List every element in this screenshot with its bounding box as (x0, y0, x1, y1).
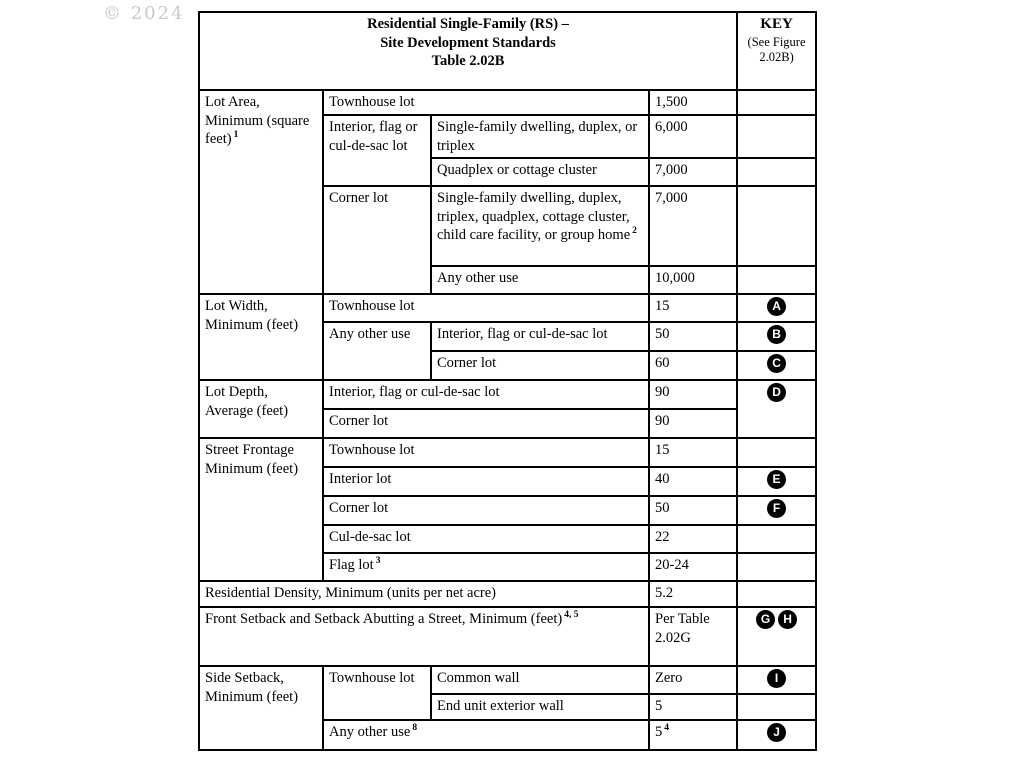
cell-lot-area-interior-flag: Interior, flag or cul-de-sac lot (322, 113, 432, 188)
key-title: KEY (760, 16, 793, 32)
key-cell-c: C (736, 350, 818, 382)
row-label-front-setback: Front Setback and Setback Abutting a Str… (198, 606, 650, 668)
key-badge-c: C (767, 354, 787, 374)
key-cell-empty (736, 693, 818, 722)
cell-lot-area-interior-dwelling: Single-family dwelling, duplex, or tripl… (430, 113, 650, 160)
table-title-line3: Table 2.02B (431, 53, 505, 70)
value-lot-width-interior: 50 (647, 321, 739, 353)
key-cell-empty (736, 524, 818, 555)
key-badge-j: J (767, 723, 787, 743)
key-cell-j: J (736, 719, 818, 752)
value-side-setback-end-unit: 5 (647, 693, 739, 722)
cell-side-setback-end-unit: End unit exterior wall (430, 693, 650, 722)
key-cell-empty (736, 552, 818, 583)
value-frontage-townhouse: 15 (647, 437, 739, 469)
footnote-4-5: 4, 5 (564, 610, 579, 621)
key-badge-h: H (778, 610, 798, 630)
value-lot-width-corner: 60 (647, 350, 739, 382)
flag-lot-label: Flag lot (329, 557, 374, 574)
cell-side-setback-any-other: Any other use 8 (322, 719, 650, 752)
value-frontage-cul-de-sac: 22 (647, 524, 739, 555)
cell-lot-area-corner: Corner lot (322, 185, 432, 296)
cell-lot-width-any-other: Any other use (322, 321, 432, 382)
cell-frontage-corner: Corner lot (322, 495, 650, 527)
cell-lot-width-corner: Corner lot (430, 350, 650, 382)
value-residential-density: 5.2 (647, 580, 739, 609)
row-label-lot-area: Lot Area, Minimum (square feet) 1 (198, 88, 324, 296)
value-front-setback: Per Table 2.02G (647, 606, 739, 668)
key-cell-b: B (736, 321, 818, 353)
key-cell-empty (736, 265, 818, 296)
copyright-watermark: © 2024 (103, 3, 185, 24)
value-lot-depth-corner: 90 (647, 408, 739, 440)
key-cell-i: I (736, 665, 818, 696)
footnote-1: 1 (233, 130, 239, 141)
any-other-use-value: 5 (655, 724, 663, 741)
key-cell-empty (736, 437, 818, 469)
footnote-3: 3 (375, 556, 381, 567)
cell-lot-area-quadplex: Quadplex or cottage cluster (430, 157, 650, 188)
key-badge-g: G (756, 610, 776, 630)
value-lot-width-townhouse: 15 (647, 293, 739, 324)
cell-frontage-flag: Flag lot 3 (322, 552, 650, 583)
table-title-line1: Residential Single-Family (RS) – (367, 16, 569, 32)
cell-frontage-townhouse: Townhouse lot (322, 437, 650, 469)
value-lot-area-corner-dwelling: 7,000 (647, 185, 739, 268)
corner-dwelling-label: Single-family dwelling, duplex, triplex,… (437, 190, 631, 244)
key-cell-empty (736, 113, 818, 160)
value-frontage-corner: 50 (647, 495, 739, 527)
footnote-4: 4 (664, 723, 669, 734)
key-badge-b: B (767, 325, 787, 345)
row-label-side-setback: Side Setback, Minimum (feet) (198, 665, 324, 752)
row-label-street-frontage: Street Frontage Minimum (feet) (198, 437, 324, 583)
value-lot-area-interior-dwelling: 6,000 (647, 113, 739, 160)
any-other-use-label: Any other use (329, 724, 411, 741)
value-frontage-flag: 20-24 (647, 552, 739, 583)
key-column-header: KEY (See Figure 2.02B) (736, 11, 818, 91)
lot-area-label: Lot Area, Minimum (square feet) (205, 94, 310, 148)
cell-lot-width-townhouse: Townhouse lot (322, 293, 650, 324)
key-cell-empty (736, 157, 818, 188)
key-badge-f: F (767, 499, 787, 519)
value-lot-area-corner-other: 10,000 (647, 265, 739, 296)
key-subtitle: (See Figure 2.02B) (747, 35, 806, 65)
key-cell-d: D (736, 379, 818, 440)
cell-lot-depth-corner: Corner lot (322, 408, 650, 440)
site-development-standards-table: Residential Single-Family (RS) – Site De… (197, 11, 818, 752)
cell-lot-width-interior: Interior, flag or cul-de-sac lot (430, 321, 650, 353)
value-side-setback-common-wall: Zero (647, 665, 739, 696)
cell-lot-area-corner-dwelling: Single-family dwelling, duplex, triplex,… (430, 185, 650, 268)
value-lot-area-townhouse: 1,500 (647, 89, 739, 116)
table-title: Residential Single-Family (RS) – Site De… (197, 11, 739, 91)
cell-lot-area-townhouse: Townhouse lot (322, 89, 650, 116)
key-cell-a: A (736, 293, 818, 324)
cell-lot-depth-interior: Interior, flag or cul-de-sac lot (322, 379, 650, 411)
key-cell-e: E (736, 466, 818, 498)
front-setback-label: Front Setback and Setback Abutting a Str… (205, 611, 563, 628)
row-label-lot-width: Lot Width, Minimum (feet) (198, 293, 324, 382)
key-cell-empty (736, 185, 818, 268)
key-badge-i: I (767, 669, 787, 689)
cell-side-setback-common-wall: Common wall (430, 665, 650, 696)
row-label-residential-density: Residential Density, Minimum (units per … (198, 580, 650, 609)
cell-lot-area-corner-other: Any other use (430, 265, 650, 296)
table-title-line2: Site Development Standards (380, 34, 556, 51)
footnote-8: 8 (412, 723, 418, 734)
footnote-2: 2 (632, 226, 637, 237)
key-badge-e: E (767, 470, 787, 490)
key-cell-empty (736, 580, 818, 609)
cell-frontage-cul-de-sac: Cul-de-sac lot (322, 524, 650, 555)
key-badge-a: A (767, 297, 787, 317)
cell-side-setback-townhouse: Townhouse lot (322, 665, 432, 722)
value-lot-depth-interior: 90 (647, 379, 739, 411)
value-lot-area-quadplex: 7,000 (647, 157, 739, 188)
value-frontage-interior: 40 (647, 466, 739, 498)
key-cell-empty (736, 89, 818, 116)
key-badge-d: D (767, 383, 787, 403)
row-label-lot-depth: Lot Depth, Average (feet) (198, 379, 324, 440)
cell-frontage-interior: Interior lot (322, 466, 650, 498)
key-cell-f: F (736, 495, 818, 527)
